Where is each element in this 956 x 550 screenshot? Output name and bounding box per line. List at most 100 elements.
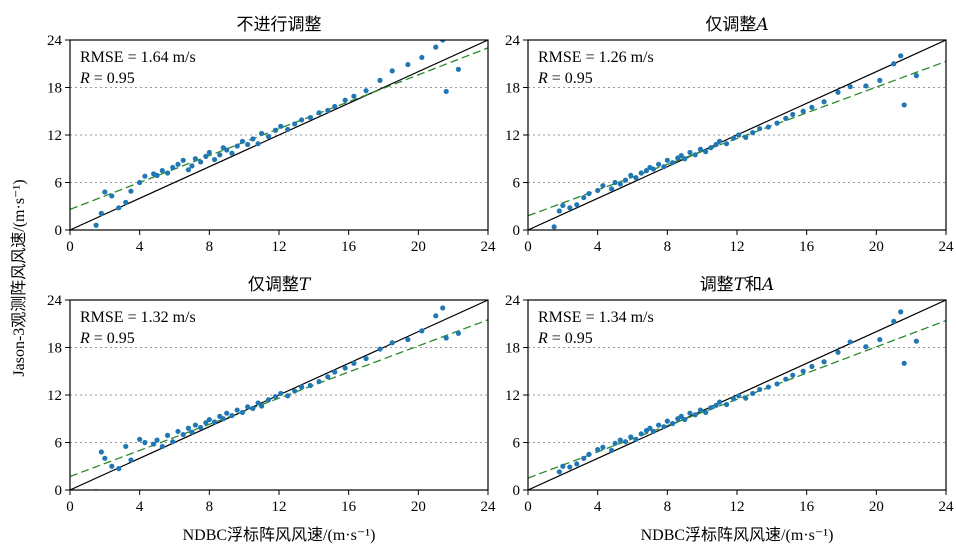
- data-point: [203, 153, 209, 159]
- data-point: [258, 403, 265, 409]
- data-point: [595, 447, 601, 453]
- data-point: [316, 110, 322, 116]
- data-point: [643, 168, 650, 174]
- data-point: [877, 336, 883, 343]
- data-point: [175, 428, 181, 435]
- data-point: [847, 339, 853, 345]
- x-tick-label: 24: [939, 239, 955, 255]
- data-point: [716, 399, 723, 405]
- data-point: [913, 338, 919, 344]
- y-tick-label: 12: [505, 128, 520, 144]
- x-tick-label: 12: [272, 499, 287, 515]
- data-point: [750, 390, 756, 397]
- data-point: [278, 390, 284, 397]
- x-tick-label: 8: [664, 499, 672, 515]
- data-point: [783, 376, 789, 382]
- x-tick-label: 16: [341, 499, 357, 515]
- panel-4: 0 4 8 12 16 20 24 0 6 12 18 24 调整T和A RMSE = 1.34 m/s R…: [505, 275, 954, 515]
- data-point: [628, 434, 634, 440]
- data-point: [574, 202, 580, 208]
- data-point: [765, 124, 771, 130]
- y-tick-label: 0: [55, 483, 63, 499]
- data-point: [234, 407, 240, 413]
- data-point: [278, 123, 284, 129]
- data-point: [703, 409, 709, 416]
- data-point: [299, 117, 305, 123]
- y-tick-label: 24: [47, 33, 63, 49]
- data-point: [774, 381, 780, 387]
- data-point: [687, 410, 693, 416]
- data-point: [708, 405, 714, 411]
- plot-area: [528, 40, 946, 230]
- x-tick-label: 0: [524, 239, 532, 255]
- data-point: [211, 419, 218, 425]
- data-point: [678, 152, 684, 159]
- data-point: [389, 68, 395, 74]
- data-point: [730, 396, 737, 402]
- x-tick-label: 20: [411, 239, 426, 255]
- data-point: [595, 187, 601, 194]
- panel-2: 0 4 8 12 16 20 24 0 6 12 18 24 仅调整A RMSE = 1.26 m/s R …: [505, 15, 954, 255]
- y-tick-label: 6: [55, 176, 63, 192]
- data-point: [192, 422, 198, 428]
- y-axis-label: Jason-3观测阵风风速/(m·s⁻¹): [10, 179, 28, 376]
- data-point: [192, 156, 198, 162]
- data-point: [102, 455, 108, 461]
- data-point: [363, 355, 369, 362]
- data-point: [713, 141, 719, 148]
- data-point: [206, 416, 212, 423]
- x-tick-label: 16: [799, 239, 815, 255]
- y-tick-label: 12: [505, 388, 520, 404]
- data-point: [612, 179, 618, 186]
- data-point: [245, 404, 251, 410]
- data-point: [586, 190, 592, 197]
- data-point: [250, 136, 256, 142]
- data-point: [351, 93, 357, 99]
- data-point: [116, 205, 122, 211]
- data-point: [239, 409, 246, 416]
- data-point: [116, 466, 122, 472]
- data-point: [185, 425, 192, 431]
- x-tick-label: 20: [411, 499, 426, 515]
- data-point: [656, 161, 662, 167]
- rmse-annotation: RMSE = 1.64 m/s: [80, 49, 196, 66]
- data-point: [299, 384, 305, 390]
- data-point: [750, 130, 756, 136]
- r-annotation: R = 0.95: [537, 70, 593, 87]
- y-tick-label: 18: [47, 341, 62, 357]
- data-point: [93, 222, 99, 228]
- data-point: [292, 388, 298, 394]
- data-point: [581, 194, 587, 201]
- data-point: [102, 189, 108, 195]
- data-point: [389, 340, 395, 346]
- data-point: [307, 114, 313, 121]
- data-point: [736, 393, 742, 399]
- data-point: [419, 328, 425, 334]
- x-tick-label: 24: [939, 499, 955, 515]
- data-point: [443, 335, 449, 341]
- data-point: [835, 349, 841, 355]
- data-point: [239, 138, 246, 144]
- y-tick-label: 0: [55, 223, 63, 239]
- data-point: [556, 208, 562, 214]
- data-point: [272, 127, 279, 133]
- data-point: [612, 440, 618, 446]
- data-point: [98, 210, 104, 216]
- x-axis-label-left: NDBC浮标阵风风速/(m·s⁻¹): [183, 526, 376, 544]
- data-point: [342, 97, 348, 103]
- x-tick-label: 4: [594, 499, 602, 515]
- rmse-annotation: RMSE = 1.34 m/s: [538, 309, 654, 326]
- data-point: [821, 99, 827, 105]
- data-point: [697, 146, 704, 152]
- data-point: [622, 439, 629, 445]
- data-point: [342, 365, 348, 371]
- x-tick-label: 12: [730, 239, 745, 255]
- data-point: [123, 443, 129, 450]
- data-point: [633, 175, 639, 181]
- y-tick-label: 6: [55, 436, 63, 452]
- data-point: [891, 61, 897, 67]
- data-point: [847, 84, 853, 90]
- data-point: [419, 54, 425, 61]
- r-annotation: R = 0.95: [537, 330, 593, 347]
